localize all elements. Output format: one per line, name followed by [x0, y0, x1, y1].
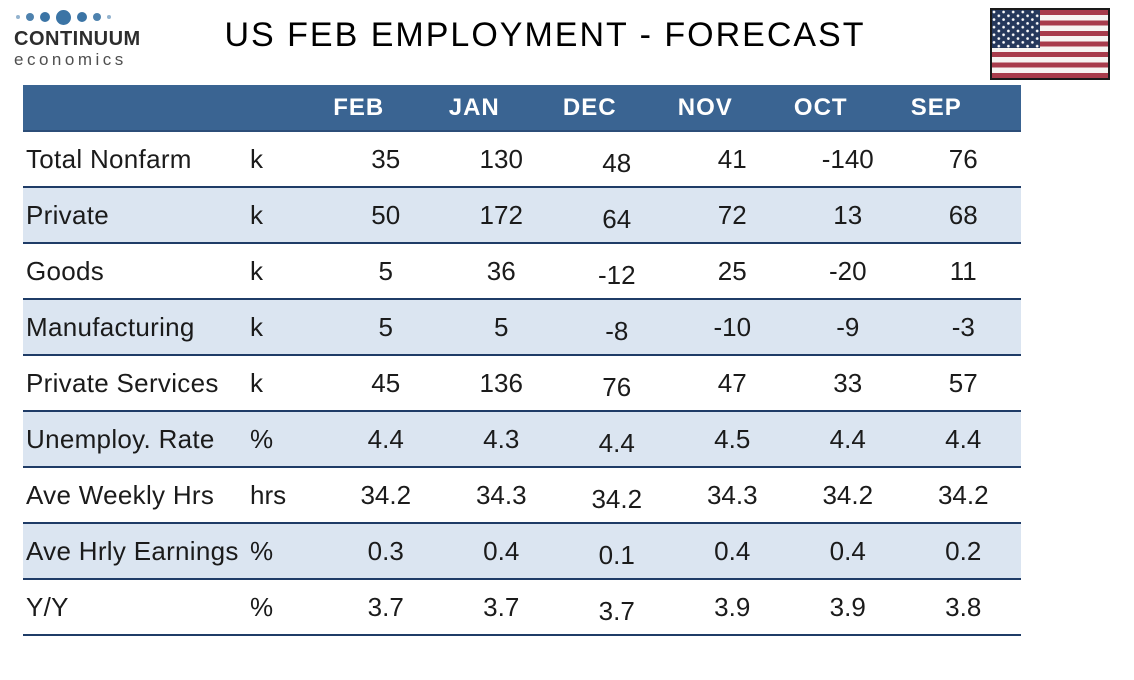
cell-value: 47	[717, 367, 747, 398]
cell-value: 64	[602, 203, 632, 234]
table-row: Private Services k 45 136 76 47 33 57	[23, 355, 1021, 411]
table-row: Ave Hrly Earnings% 0.3 0.4 0.1 0.4 0.4 0.2	[23, 523, 1021, 579]
logo-text-economics: economics	[14, 50, 127, 69]
row-label: Y/Y	[26, 591, 69, 622]
logo-text-continuum: CONTINUUM	[14, 28, 141, 50]
row-unit: k	[250, 255, 263, 286]
cell-value: 34.2	[360, 479, 412, 510]
row-label: Ave Hrly Earnings	[26, 535, 239, 566]
cell-value: -140	[821, 143, 874, 174]
column-header-sep: SEP	[910, 93, 962, 121]
cell-value: 34.3	[475, 479, 527, 510]
cell-value: 11	[949, 255, 977, 286]
cell-value: 4.4	[829, 423, 866, 454]
cell-value: 4.4	[367, 423, 404, 454]
cell-value: 36	[486, 255, 516, 286]
cell-value: 0.4	[714, 535, 751, 566]
cell-value: 68	[948, 199, 978, 230]
cell-value: 0.1	[598, 539, 635, 570]
row-unit: k	[250, 199, 263, 230]
cell-value: 45	[371, 367, 401, 398]
column-header-oct: OCT	[793, 93, 848, 121]
cell-value: 5	[378, 255, 393, 286]
cell-value: 72	[717, 199, 747, 230]
cell-value: 136	[479, 367, 523, 398]
cell-value: 34.2	[937, 479, 989, 510]
cell-value: -12	[597, 259, 636, 290]
cell-value: 35	[371, 143, 401, 174]
cell-value: -20	[828, 255, 867, 286]
row-label-header	[23, 85, 250, 131]
cell-value: 3.7	[483, 591, 520, 622]
cell-value: -10	[713, 311, 752, 342]
cell-value: 3.8	[945, 591, 982, 622]
employment-table: FEB JAN DEC NOV OCT SEP Total Nonfarm k 35 130 48…	[23, 85, 1021, 636]
cell-value: 13	[833, 199, 863, 230]
cell-value: 76	[602, 371, 632, 402]
row-label: Goods	[26, 255, 105, 286]
table-row: Manufacturing k 5 5 -8 -10 -9 -3	[23, 299, 1021, 355]
row-unit: k	[250, 311, 263, 342]
cell-value: 34.2	[822, 479, 874, 510]
cell-value: -3	[951, 311, 975, 342]
cell-value: -9	[836, 311, 860, 342]
row-label: Ave Weekly Hrs	[26, 479, 215, 510]
cell-value: 4.4	[945, 423, 982, 454]
cell-value: 48	[602, 147, 632, 178]
cell-value: 172	[479, 199, 523, 230]
row-unit: k	[250, 367, 263, 398]
row-label: Private	[26, 199, 110, 230]
table-header-row: FEB JAN DEC NOV OCT SEP	[23, 85, 1021, 131]
table-row: Total Nonfarm k 35 130 48 41 -140 76	[23, 131, 1021, 187]
employment-table-container: FEB JAN DEC NOV OCT SEP Total Nonfarm k 35 130 48…	[23, 85, 1021, 636]
row-unit: hrs	[250, 479, 287, 510]
cell-value: 76	[948, 143, 978, 174]
row-unit: %	[250, 535, 274, 566]
cell-value: 3.9	[829, 591, 866, 622]
column-header-nov: NOV	[677, 93, 733, 121]
row-unit: %	[250, 423, 274, 454]
cell-value: 5	[494, 311, 509, 342]
continuum-economics-logo: CONTINUUM economics	[14, 8, 144, 70]
cell-value: 57	[948, 367, 978, 398]
cell-value: 0.4	[483, 535, 520, 566]
cell-value: 25	[717, 255, 747, 286]
page-title: US FEB EMPLOYMENT - FORECAST	[224, 16, 866, 54]
table-row: Private k 50 172 64 72 13 68	[23, 187, 1021, 243]
column-header-dec: DEC	[562, 93, 617, 121]
cell-value: 130	[479, 143, 523, 174]
cell-value: 5	[378, 311, 393, 342]
us-flag-icon	[990, 8, 1110, 80]
row-unit: %	[250, 591, 274, 622]
cell-value: 41	[717, 143, 747, 174]
cell-value: 3.9	[714, 591, 751, 622]
cell-value: 4.4	[598, 427, 635, 458]
row-unit: k	[250, 143, 263, 174]
table-row: Y/Y% 3.7 3.7 3.7 3.9 3.9 3.8	[23, 579, 1021, 635]
cell-value: 33	[833, 367, 863, 398]
row-label: Manufacturing	[26, 311, 195, 342]
table-row: Unemploy. Rate% 4.4 4.3 4.4 4.5 4.4 4.4	[23, 411, 1021, 467]
row-label: Unemploy. Rate	[26, 423, 215, 454]
table-row: Ave Weekly Hrs hrs 34.2 34.3 34.2 34.3 34.2 34.…	[23, 467, 1021, 523]
cell-value: 3.7	[598, 595, 635, 626]
cell-value: 0.2	[945, 535, 982, 566]
us-flag-canton	[992, 10, 1040, 48]
cell-value: 4.3	[483, 423, 520, 454]
cell-value: -8	[605, 315, 629, 346]
row-label: Total Nonfarm	[26, 143, 192, 174]
logo-dots-icon	[16, 8, 144, 26]
row-label: Private Services	[26, 367, 219, 398]
table-row: Goods k 5 36 -12 25 -20 11	[23, 243, 1021, 299]
column-header-jan: JAN	[448, 93, 500, 121]
cell-value: 3.7	[367, 591, 404, 622]
cell-value: 0.4	[829, 535, 866, 566]
column-header-feb: FEB	[333, 93, 385, 121]
cell-value: 34.2	[591, 483, 643, 514]
cell-value: 0.3	[367, 535, 404, 566]
cell-value: 50	[371, 199, 401, 230]
cell-value: 34.3	[706, 479, 758, 510]
cell-value: 4.5	[714, 423, 751, 454]
